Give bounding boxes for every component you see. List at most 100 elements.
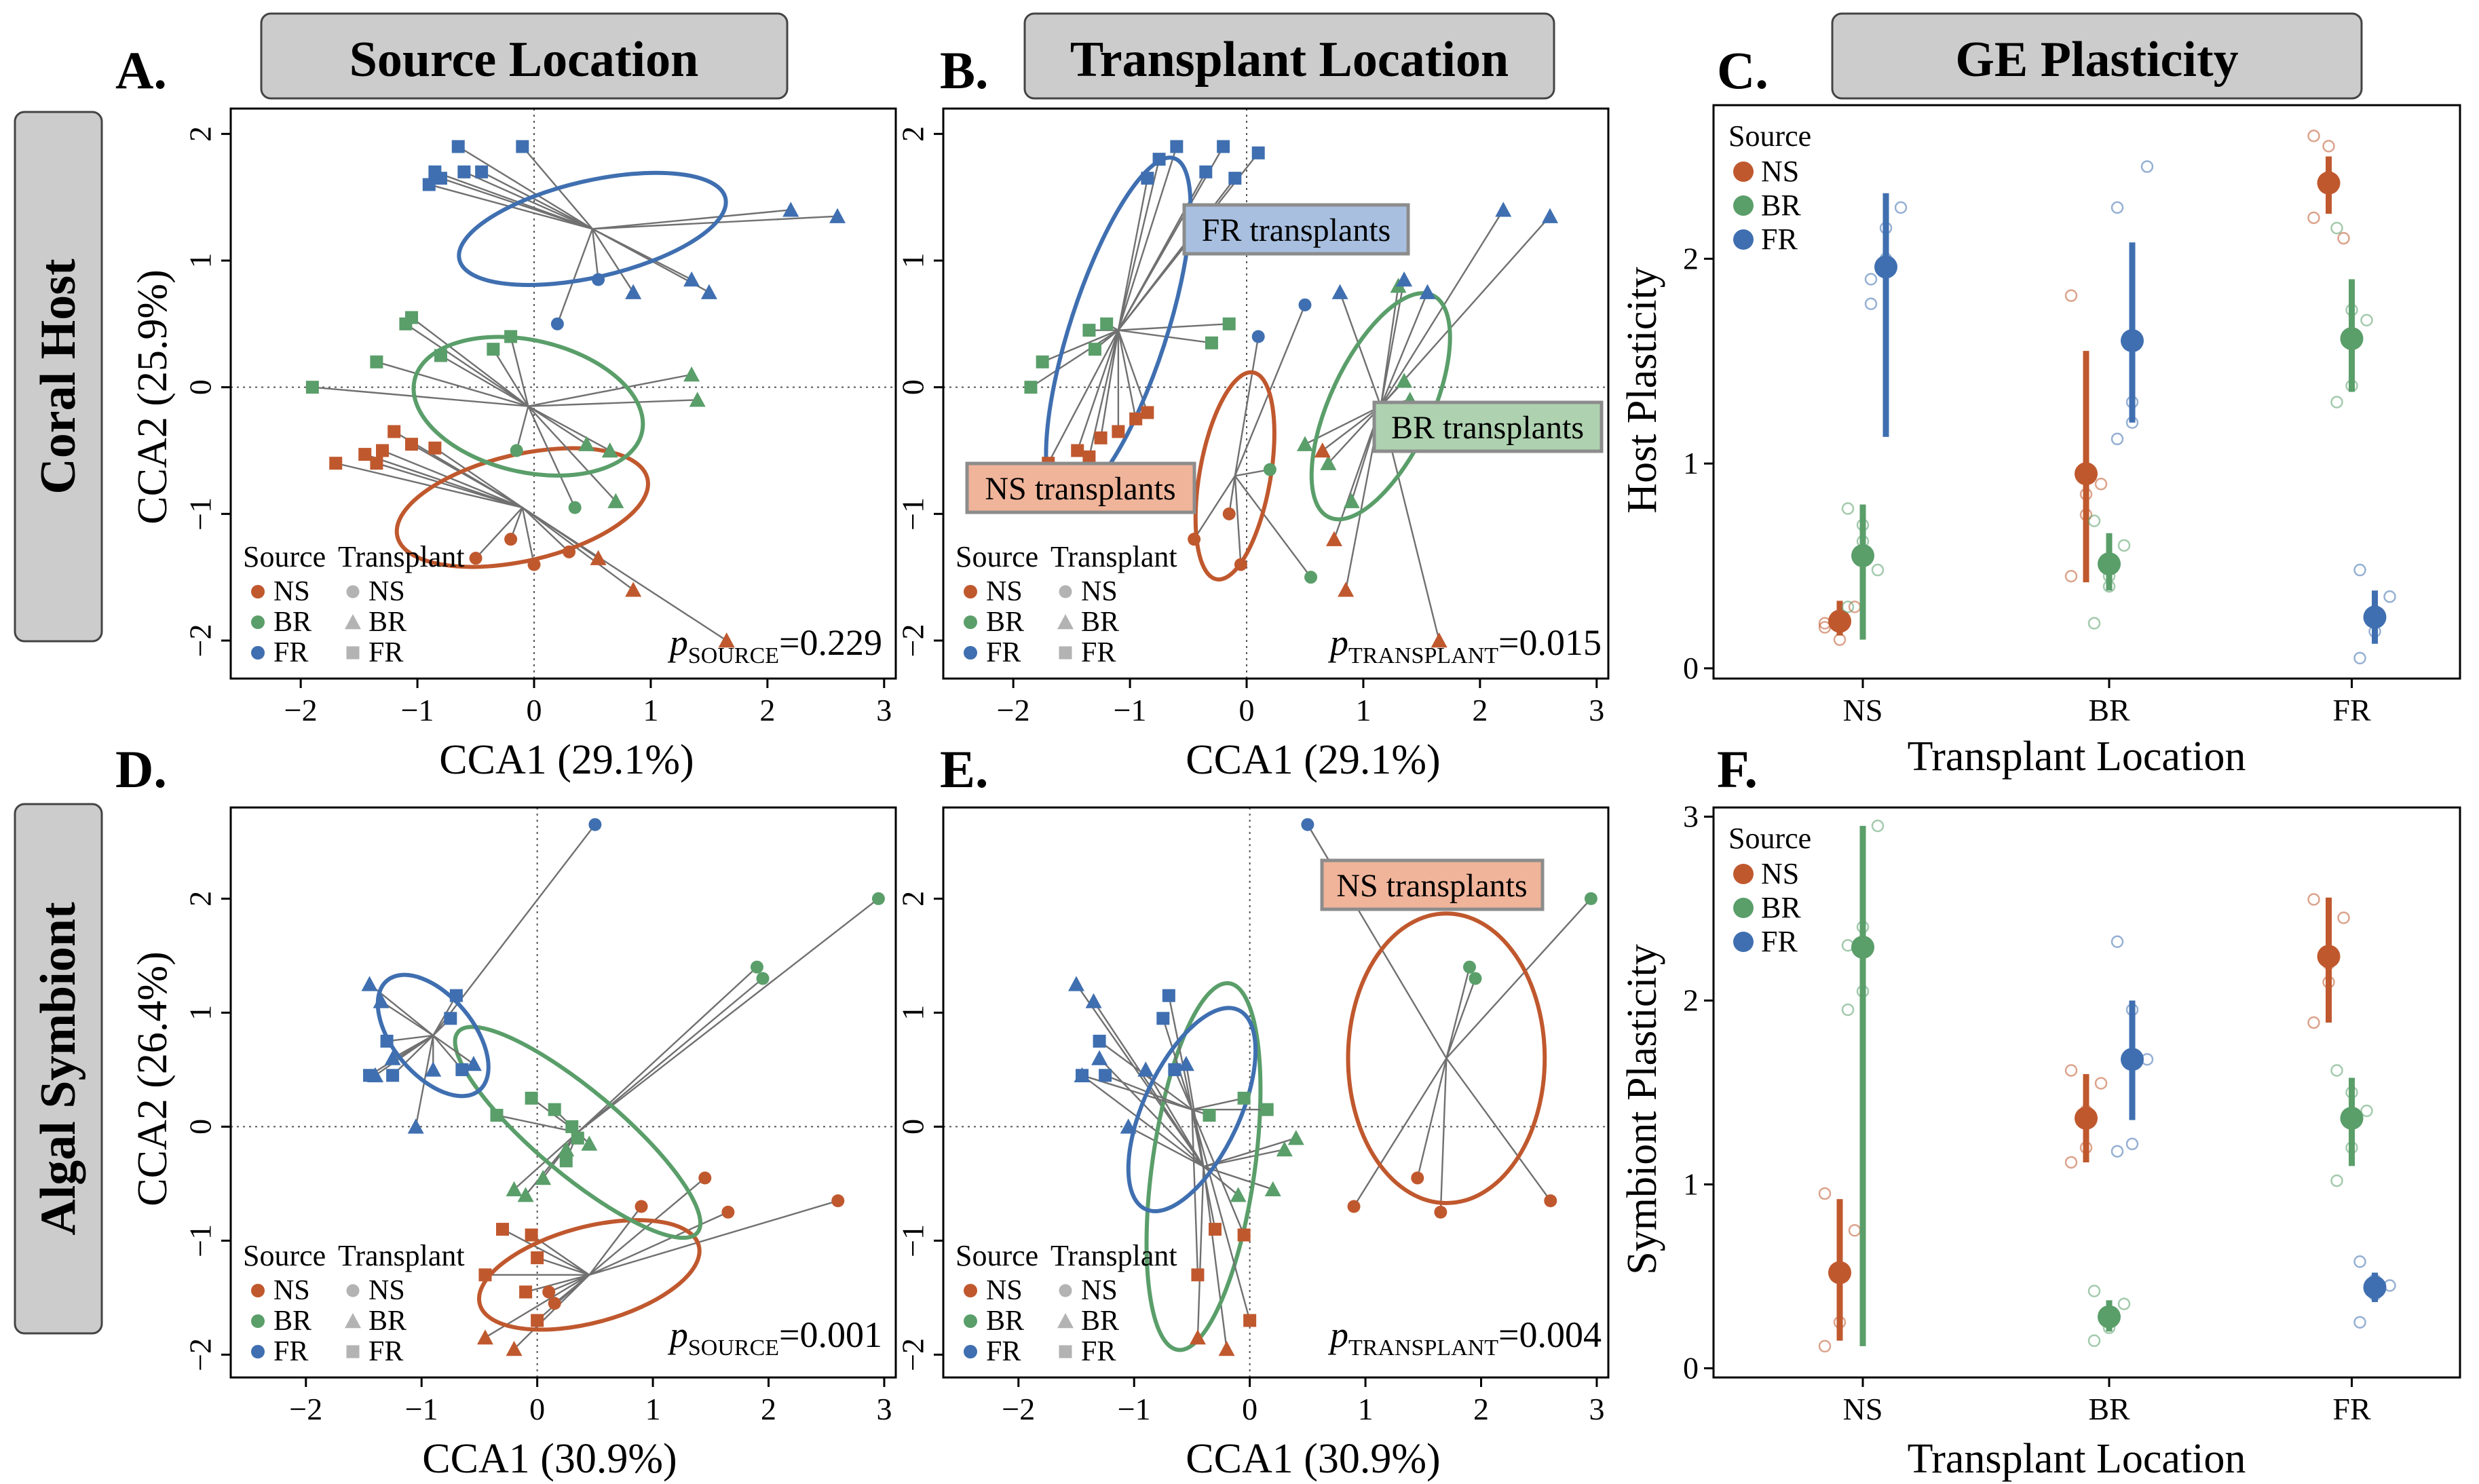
legend-source-ns: NS (273, 576, 310, 607)
point-br (559, 1154, 573, 1168)
spoke-line (1353, 1057, 1447, 1207)
point-fr (1152, 153, 1166, 166)
svg-text:BR transplants: BR transplants (1391, 410, 1584, 446)
replicate-point-fr (1894, 201, 1908, 214)
replicate-point-fr (2111, 201, 2124, 214)
spoke-line (1030, 329, 1119, 388)
point-br (607, 493, 624, 508)
spoke-line (510, 336, 529, 406)
spoke-line (1088, 330, 1120, 457)
spoke-line (392, 1035, 434, 1076)
spoke-line (522, 507, 634, 591)
spoke-line (554, 1274, 590, 1304)
point-br (504, 330, 518, 343)
replicate-point-br (1871, 819, 1885, 833)
spoke-line (1173, 1069, 1193, 1110)
replicate-point-ns (2064, 1156, 2078, 1169)
replicate-point-fr (2353, 563, 2366, 577)
replicate-point-ns (1818, 1187, 1832, 1200)
spoke-line (1439, 1058, 1447, 1213)
point-ns (387, 425, 401, 438)
point-ns (506, 1341, 523, 1356)
point-ns (358, 448, 372, 461)
point-ns (1263, 463, 1276, 476)
point-br (517, 1187, 534, 1202)
panel-letter-a: A. (115, 41, 167, 100)
header-transplant-location-label: Transplant Location (1070, 32, 1509, 88)
point-ns (1462, 960, 1476, 974)
spoke-line (516, 406, 529, 451)
legend-source-br-swatch (251, 615, 265, 629)
spoke-line (1322, 405, 1382, 451)
point-fr (384, 1050, 401, 1065)
point-br (558, 1141, 575, 1157)
point-fr (1024, 381, 1038, 394)
point-fr (1129, 412, 1143, 425)
panel-e-frame (942, 806, 1610, 1379)
y-tick-label: 3 (1683, 799, 1699, 834)
spoke-line (1099, 330, 1120, 438)
point-ns (519, 1285, 533, 1299)
mean-point-ns (2317, 945, 2341, 968)
replicate-point-fr (2111, 432, 2124, 446)
point-ns (504, 533, 518, 546)
panel-e-xlabel: CCA1 (30.9%) (1186, 1436, 1440, 1482)
callout-b-fr-transplants: FR transplants (1182, 203, 1410, 256)
point-fr (380, 1034, 394, 1048)
y-tick-label: 1 (896, 253, 930, 269)
legend-source-title: Source (955, 540, 1038, 573)
legend-source-ns: NS (986, 1275, 1023, 1306)
legend-fr-swatch (1733, 229, 1754, 250)
mean-point-br (2340, 327, 2364, 351)
legend-source-br: BR (986, 607, 1024, 638)
point-br (370, 355, 383, 368)
point-br (1419, 284, 1436, 299)
point-br (305, 381, 319, 394)
point-fr (1191, 1268, 1205, 1282)
y-tick-label: −1 (183, 1224, 218, 1257)
spoke-line (577, 978, 763, 1133)
point-fr (1156, 1012, 1170, 1025)
replicate-point-br (2360, 313, 2373, 327)
legend-fr: FR (1761, 223, 1798, 256)
row-label-algal-symbiont-text: Algal Symbiont (31, 902, 86, 1236)
panel-letter-d: D. (115, 740, 167, 799)
point-br (1085, 993, 1102, 1008)
point-ns (542, 1285, 556, 1299)
spoke-line (1117, 178, 1149, 330)
spoke-line (1445, 1057, 1551, 1202)
spoke-line (312, 386, 529, 407)
spoke-line (577, 966, 758, 1133)
spoke-line (1416, 1058, 1447, 1179)
point-ns (1584, 892, 1597, 905)
legend-source-title: Source (1728, 822, 1811, 855)
spoke-line (481, 171, 593, 230)
y-tick-label: 1 (1683, 1166, 1699, 1201)
point-ns (563, 545, 576, 558)
x-tick-label: 2 (1472, 693, 1488, 727)
spoke-line (521, 507, 570, 553)
replicate-point-ns (2094, 1077, 2108, 1090)
spoke-line (1445, 966, 1471, 1059)
callout-b-ns-transplants: NS transplants (965, 461, 1196, 514)
point-br (1091, 1050, 1108, 1065)
header-ge-plasticity: GE Plasticity (1831, 12, 2363, 100)
point-fr (1237, 1228, 1251, 1242)
legend-source-fr: FR (273, 1336, 308, 1367)
x-tick-label: FR (2332, 693, 2371, 727)
replicate-point-ns (2322, 140, 2335, 153)
svg-text:NS transplants: NS transplants (1336, 868, 1527, 904)
mean-point-ns (1828, 609, 1851, 633)
replicate-point-br (2117, 539, 2131, 552)
point-br (1230, 1187, 1247, 1202)
replicate-point-br (2087, 1334, 2101, 1348)
point-ns (531, 1251, 544, 1265)
panel-a-xlabel: CCA1 (29.1%) (439, 737, 694, 783)
x-tick-label: −1 (401, 693, 434, 727)
point-fr (465, 1056, 482, 1071)
